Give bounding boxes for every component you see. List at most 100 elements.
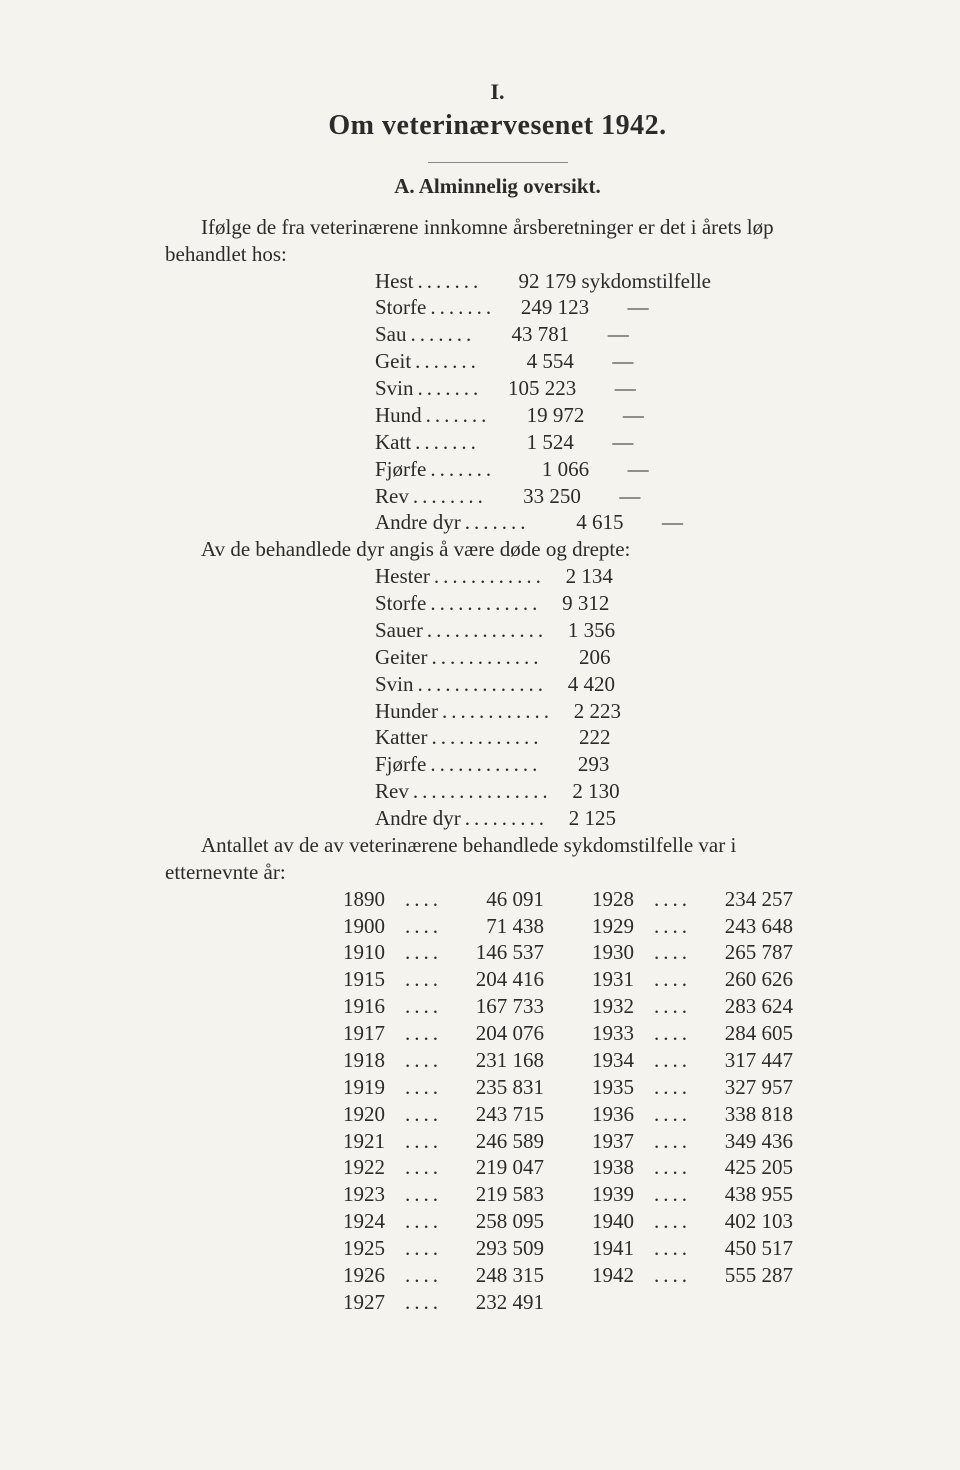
- year-value: 283 624: [697, 993, 793, 1020]
- year-label: 1923: [343, 1181, 399, 1208]
- death-count: 2 125: [552, 805, 616, 832]
- ditto-dash: —: [576, 375, 638, 402]
- year-label: 1932: [592, 993, 648, 1020]
- year-value: 235 831: [448, 1074, 544, 1101]
- year-row: 1929....243 648: [592, 913, 793, 940]
- animal-name: Sau: [165, 321, 407, 348]
- dot-leader: ....: [399, 1181, 448, 1208]
- ditto-dash: —: [589, 456, 651, 483]
- dot-leader: ....: [399, 1074, 448, 1101]
- dot-leader: ....: [648, 939, 697, 966]
- animal-name: Geit: [165, 348, 411, 375]
- year-label: 1928: [592, 886, 648, 913]
- treated-row: Hest.......92 179 sykdomstilfelle: [165, 268, 830, 295]
- year-row: 1932....283 624: [592, 993, 793, 1020]
- ditto-dash: —: [589, 294, 651, 321]
- year-value: 338 818: [697, 1101, 793, 1128]
- dot-leader: ........: [409, 483, 491, 510]
- year-value: 71 438: [448, 913, 544, 940]
- year-value: 243 648: [697, 913, 793, 940]
- animal-name: Rev: [165, 483, 409, 510]
- year-label: 1942: [592, 1262, 648, 1289]
- dot-leader: .......: [414, 268, 487, 295]
- year-value: 450 517: [697, 1235, 793, 1262]
- deaths-intro: Av de behandlede dyr angis å være døde o…: [165, 536, 830, 563]
- animal-count: 19 972: [494, 402, 584, 429]
- dot-leader: ....: [648, 1154, 697, 1181]
- year-row: 1918....231 168: [343, 1047, 544, 1074]
- dot-leader: ............: [430, 563, 549, 590]
- year-row: 1924....258 095: [343, 1208, 544, 1235]
- section-roman: I.: [165, 78, 830, 106]
- year-label: 1920: [343, 1101, 399, 1128]
- dot-leader: .......: [411, 348, 484, 375]
- animal-name: Hest: [165, 268, 414, 295]
- dot-leader: ....: [648, 913, 697, 940]
- animal-name: Hund: [165, 402, 422, 429]
- death-count: 293: [545, 751, 609, 778]
- year-row: 1919....235 831: [343, 1074, 544, 1101]
- dot-leader: ....: [399, 1154, 448, 1181]
- year-label: 1915: [343, 966, 399, 993]
- year-label: 1930: [592, 939, 648, 966]
- dot-leader: ....: [648, 1128, 697, 1155]
- year-value: 425 205: [697, 1154, 793, 1181]
- year-row: 1935....327 957: [592, 1074, 793, 1101]
- year-row: 1942....555 287: [592, 1262, 793, 1289]
- dot-leader: .......: [407, 321, 480, 348]
- years-col-left: 1890....46 0911900....71 4381910....146 …: [343, 886, 544, 1316]
- dot-leader: ....: [399, 1020, 448, 1047]
- year-value: 219 583: [448, 1181, 544, 1208]
- year-label: 1939: [592, 1181, 648, 1208]
- treated-list: Hest.......92 179 sykdomstilfelleStorfe.…: [165, 268, 830, 537]
- dot-leader: ....: [399, 1262, 448, 1289]
- year-row: 1926....248 315: [343, 1262, 544, 1289]
- year-label: 1935: [592, 1074, 648, 1101]
- treated-row: Geit.......4 554—: [165, 348, 830, 375]
- deaths-row: Katter............222: [165, 724, 830, 751]
- year-row: 1915....204 416: [343, 966, 544, 993]
- year-value: 260 626: [697, 966, 793, 993]
- year-value: 167 733: [448, 993, 544, 1020]
- dot-leader: ....: [648, 1101, 697, 1128]
- year-value: 555 287: [697, 1262, 793, 1289]
- ditto-dash: —: [569, 321, 631, 348]
- year-row: 1910....146 537: [343, 939, 544, 966]
- dot-leader: ....: [648, 1181, 697, 1208]
- year-row: 1936....338 818: [592, 1101, 793, 1128]
- year-row: 1900....71 438: [343, 913, 544, 940]
- animal-count: 43 781: [479, 321, 569, 348]
- dot-leader: .......: [414, 375, 487, 402]
- death-count: 206: [546, 644, 610, 671]
- treated-row: Svin.......105 223—: [165, 375, 830, 402]
- year-row: 1937....349 436: [592, 1128, 793, 1155]
- animal-name: Fjørfe: [165, 456, 426, 483]
- death-count: 222: [546, 724, 610, 751]
- year-label: 1916: [343, 993, 399, 1020]
- year-label: 1900: [343, 913, 399, 940]
- year-row: 1941....450 517: [592, 1235, 793, 1262]
- year-row: 1920....243 715: [343, 1101, 544, 1128]
- intro-paragraph: Ifølge de fra veterinærene innkomne årsb…: [165, 214, 830, 268]
- dot-leader: ....: [399, 1128, 448, 1155]
- year-value: 204 076: [448, 1020, 544, 1047]
- year-row: 1931....260 626: [592, 966, 793, 993]
- death-count: 2 130: [556, 778, 620, 805]
- year-label: 1910: [343, 939, 399, 966]
- year-label: 1937: [592, 1128, 648, 1155]
- year-row: 1940....402 103: [592, 1208, 793, 1235]
- dot-leader: ..............: [414, 671, 552, 698]
- dot-leader: ....: [648, 886, 697, 913]
- years-col-right: 1928....234 2571929....243 6481930....26…: [592, 886, 793, 1316]
- section-subtitle: A. Alminnelig oversikt.: [165, 173, 830, 200]
- dot-leader: ....: [399, 1289, 448, 1316]
- death-count: 2 134: [549, 563, 613, 590]
- animal-name: Hunder: [165, 698, 438, 725]
- dot-leader: ....: [648, 1262, 697, 1289]
- year-value: 293 509: [448, 1235, 544, 1262]
- year-value: 146 537: [448, 939, 544, 966]
- animal-count: 1 524: [484, 429, 574, 456]
- dot-leader: ....: [399, 1235, 448, 1262]
- dot-leader: ...............: [409, 778, 556, 805]
- dot-leader: ....: [648, 1208, 697, 1235]
